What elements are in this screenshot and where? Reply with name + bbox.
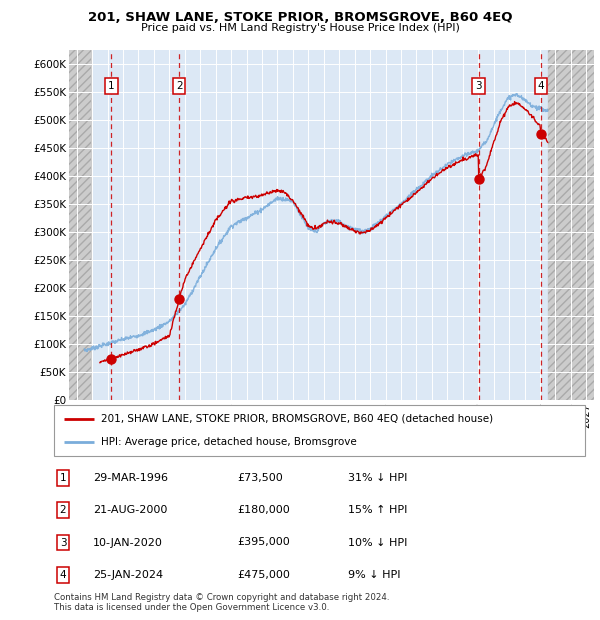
Text: 10% ↓ HPI: 10% ↓ HPI: [348, 538, 407, 547]
Text: 201, SHAW LANE, STOKE PRIOR, BROMSGROVE, B60 4EQ: 201, SHAW LANE, STOKE PRIOR, BROMSGROVE,…: [88, 11, 512, 24]
Bar: [548, 50, 594, 400]
Text: Contains HM Land Registry data © Crown copyright and database right 2024.
This d: Contains HM Land Registry data © Crown c…: [54, 593, 389, 612]
Text: 29-MAR-1996: 29-MAR-1996: [93, 473, 168, 483]
Bar: [69, 50, 91, 400]
Text: 4: 4: [538, 81, 544, 91]
Text: 25-JAN-2024: 25-JAN-2024: [93, 570, 163, 580]
Text: 4: 4: [59, 570, 67, 580]
Text: Price paid vs. HM Land Registry's House Price Index (HPI): Price paid vs. HM Land Registry's House …: [140, 23, 460, 33]
Text: 15% ↑ HPI: 15% ↑ HPI: [348, 505, 407, 515]
Text: £73,500: £73,500: [237, 473, 283, 483]
Bar: [548, 50, 594, 400]
Text: 9% ↓ HPI: 9% ↓ HPI: [348, 570, 401, 580]
Text: 31% ↓ HPI: 31% ↓ HPI: [348, 473, 407, 483]
Text: 1: 1: [59, 473, 67, 483]
Text: £180,000: £180,000: [237, 505, 290, 515]
Bar: [69, 50, 91, 400]
Text: 2: 2: [59, 505, 67, 515]
Text: £395,000: £395,000: [237, 538, 290, 547]
Text: 1: 1: [108, 81, 115, 91]
Text: 2: 2: [176, 81, 182, 91]
Text: 21-AUG-2000: 21-AUG-2000: [93, 505, 167, 515]
Text: 10-JAN-2020: 10-JAN-2020: [93, 538, 163, 547]
Text: HPI: Average price, detached house, Bromsgrove: HPI: Average price, detached house, Brom…: [101, 437, 356, 447]
Text: 201, SHAW LANE, STOKE PRIOR, BROMSGROVE, B60 4EQ (detached house): 201, SHAW LANE, STOKE PRIOR, BROMSGROVE,…: [101, 414, 493, 423]
Text: £475,000: £475,000: [237, 570, 290, 580]
Text: 3: 3: [59, 538, 67, 547]
FancyBboxPatch shape: [54, 405, 585, 456]
Text: 3: 3: [475, 81, 482, 91]
